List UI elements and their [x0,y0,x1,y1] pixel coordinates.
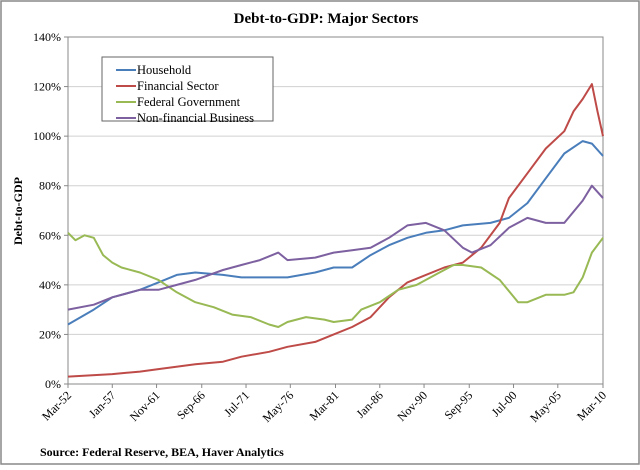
chart-title: Debt-to-GDP: Major Sectors [234,11,419,27]
y-tick-label: 120% [33,80,61,94]
source-note: Source: Federal Reserve, BEA, Haver Anal… [40,445,284,459]
y-tick-label: 40% [39,278,61,292]
y-axis-label: Debt-to-GDP [11,177,25,245]
y-tick-label: 140% [33,30,61,44]
series-line-household [67,140,604,326]
series-line-non-financial-business [67,184,604,311]
y-tick-label: 60% [39,228,61,242]
legend: Household Financial Sector Federal Governm… [101,56,274,125]
legend-label: Federal Government [137,95,241,109]
y-tick-label: 20% [39,327,61,341]
y-tick-label: 80% [39,179,61,193]
legend-label: Household [137,63,192,77]
y-tick-label: 0% [45,377,61,391]
series-line-financial-sector [67,83,604,378]
legend-label: Financial Sector [137,79,219,93]
series-line-federal-government [67,232,604,328]
y-tick-label: 100% [33,129,61,143]
legend-label: Non-financial Business [137,111,254,125]
legend-box [101,56,274,122]
